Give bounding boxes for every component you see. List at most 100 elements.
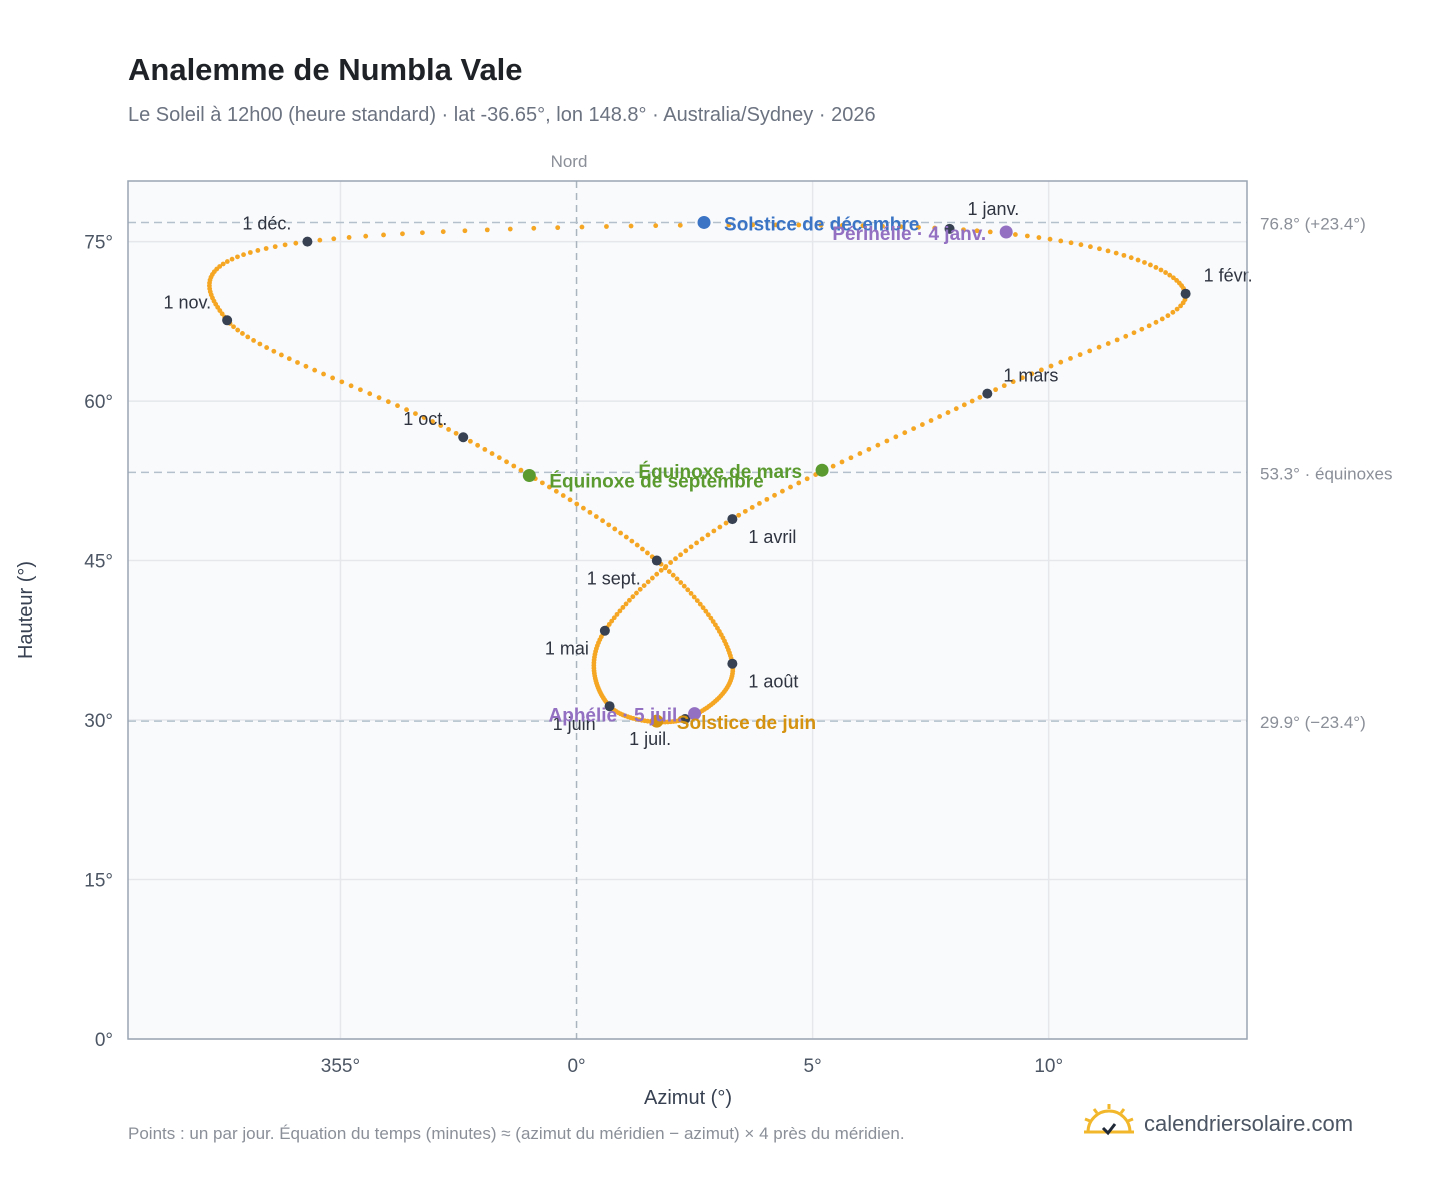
daily-sun-point — [1058, 238, 1064, 244]
footnote: Points : un par jour. Équation du temps … — [128, 1124, 905, 1143]
daily-sun-point — [796, 222, 802, 228]
daily-sun-point — [609, 618, 615, 624]
month-marker — [604, 701, 615, 712]
daily-sun-point — [579, 224, 585, 230]
sun-logo-icon — [1082, 1103, 1136, 1145]
daily-sun-point — [240, 331, 245, 336]
daily-sun-point — [649, 575, 655, 581]
daily-sun-point — [555, 225, 561, 231]
daily-sun-point — [880, 223, 885, 229]
daily-sun-point — [413, 411, 418, 417]
daily-sun-point — [257, 341, 263, 347]
daily-sun-point — [705, 612, 711, 618]
daily-sun-point — [708, 615, 714, 621]
y-tick-label: 60° — [84, 392, 113, 413]
daily-sun-point — [255, 248, 261, 253]
daily-sun-point — [742, 508, 748, 514]
daily-sun-point — [674, 576, 680, 582]
daily-sun-point — [1174, 306, 1180, 312]
daily-sun-point — [902, 430, 908, 436]
daily-sun-point — [295, 360, 300, 365]
daily-sun-point — [1148, 262, 1153, 268]
chart-title: Analemme de Numbla Vale — [128, 52, 523, 87]
daily-sun-point — [857, 451, 863, 456]
month-label: 1 juil. — [629, 729, 671, 749]
daily-sun-point — [220, 261, 226, 267]
daily-sun-point — [286, 356, 292, 362]
daily-sun-point — [1170, 309, 1176, 315]
daily-sun-point — [1078, 242, 1084, 248]
daily-sun-point — [1171, 275, 1176, 281]
daily-sun-point — [1001, 383, 1007, 389]
daily-sun-point — [1020, 375, 1025, 381]
daily-sun-point — [511, 463, 517, 469]
daily-sun-point — [421, 415, 427, 420]
daily-sun-point — [504, 459, 509, 465]
reference-line-label: 76.8° (+23.4°) — [1260, 214, 1366, 233]
daily-sun-point — [606, 522, 612, 528]
daily-sun-point — [678, 552, 683, 558]
month-label: 1 avril — [748, 527, 796, 547]
daily-sun-point — [580, 505, 586, 511]
daily-sun-point — [911, 426, 917, 432]
markers — [222, 215, 1191, 728]
daily-sun-point — [1010, 379, 1016, 385]
month-label: 1 févr. — [1204, 266, 1253, 286]
brand-name[interactable]: calendriersolaire.com — [1144, 1111, 1354, 1136]
daily-sun-point — [749, 504, 755, 510]
north-label: Nord — [551, 152, 588, 171]
daily-sun-point — [235, 327, 241, 333]
x-tick-label: 10° — [1034, 1056, 1063, 1077]
plot-background — [128, 181, 1247, 1039]
daily-sun-point — [694, 598, 700, 603]
daily-sun-point — [764, 496, 770, 502]
daily-sun-point — [937, 414, 943, 419]
daily-sun-point — [453, 430, 459, 436]
daily-sun-point — [278, 352, 284, 358]
daily-sun-point — [1077, 352, 1083, 358]
month-label: 1 mars — [1003, 366, 1058, 386]
daily-sun-point — [303, 363, 309, 369]
event-label: Solstice de décembre — [724, 214, 919, 235]
daily-sun-point — [711, 528, 717, 534]
daily-sun-point — [346, 235, 352, 240]
daily-sun-point — [358, 387, 363, 393]
event-label: Équinoxe de mars — [638, 461, 802, 483]
daily-sun-point — [217, 264, 223, 269]
daily-sun-point — [919, 422, 925, 427]
daily-sun-point — [641, 583, 647, 589]
daily-sun-point — [618, 530, 624, 536]
daily-sun-point — [553, 488, 559, 494]
month-marker — [680, 713, 691, 724]
month-marker — [222, 315, 233, 326]
daily-sun-point — [848, 455, 854, 461]
daily-sun-point — [866, 446, 872, 452]
daily-sun-point — [1123, 333, 1129, 339]
plot-frame — [127, 180, 1248, 1040]
daily-sun-point — [654, 571, 660, 577]
daily-sun-point — [830, 463, 836, 469]
daily-sun-point — [518, 467, 524, 473]
daily-sun-point — [241, 252, 246, 258]
daily-sun-point — [630, 594, 636, 600]
daily-sun-point — [839, 459, 845, 465]
daily-sun-point — [593, 514, 599, 519]
brand[interactable]: calendriersolaire.com — [1082, 1102, 1353, 1146]
daily-sun-point — [645, 579, 651, 585]
daily-sun-point — [678, 580, 684, 585]
daily-sun-point — [694, 540, 699, 546]
daily-sun-point — [1153, 265, 1159, 270]
chart-subtitle: Le Soleil à 12h00 (heure standard) · lat… — [128, 104, 876, 126]
daily-sun-point — [681, 583, 687, 589]
month-marker — [302, 236, 313, 247]
y-tick-label: 75° — [84, 233, 113, 254]
daily-sun-point — [600, 518, 606, 524]
daily-sun-point — [961, 402, 967, 408]
y-tick-label: 15° — [84, 871, 113, 892]
daily-sun-point — [330, 375, 336, 381]
daily-sun-point — [1029, 371, 1035, 377]
daily-sun-point — [1038, 367, 1044, 373]
daily-sun-point — [531, 225, 537, 231]
daily-sun-point — [677, 222, 683, 228]
daily-sun-point — [1131, 330, 1137, 336]
